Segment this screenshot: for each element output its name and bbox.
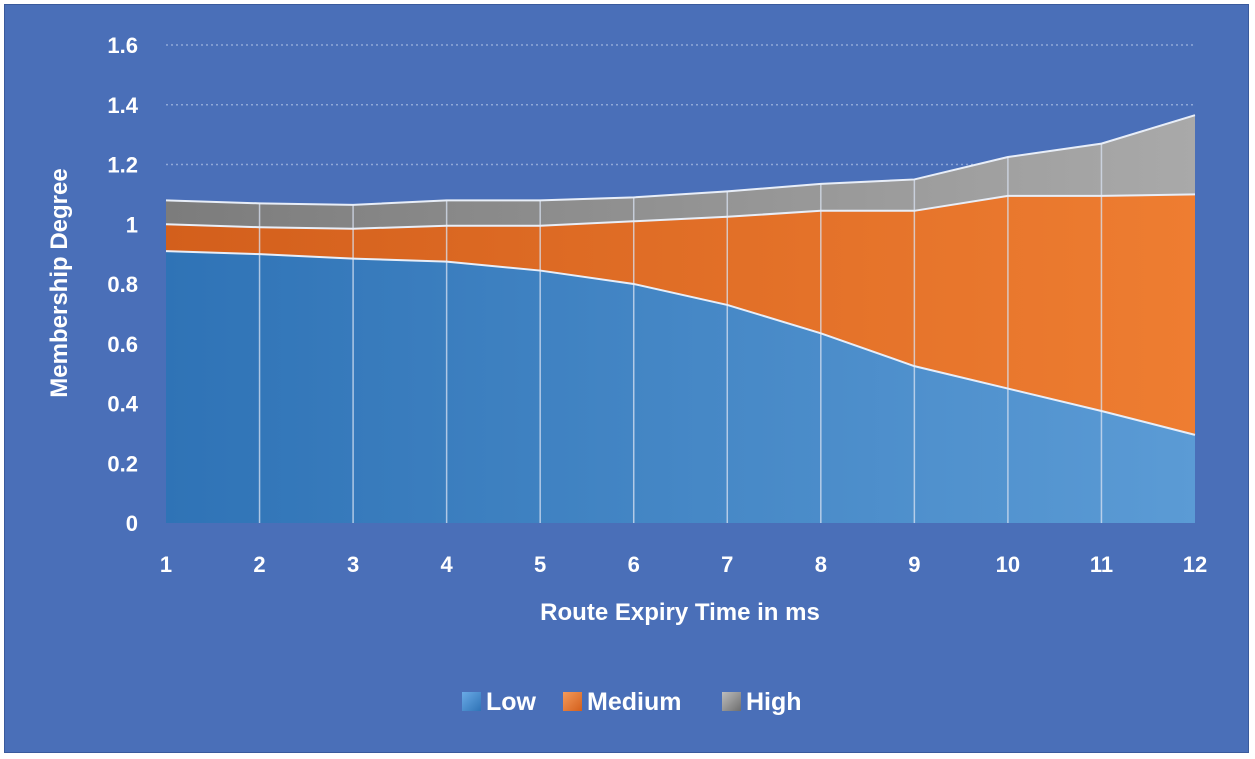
x-axis-tick-labels: 1 2 3 4 5 6 7 8 9 10 11 12 — [160, 552, 1207, 577]
y-tick-label: 1 — [126, 212, 138, 237]
legend-label-medium: Medium — [587, 688, 681, 716]
area-high — [166, 115, 1195, 229]
legend-label-high: High — [746, 688, 802, 716]
y-tick-label: 0.8 — [107, 272, 138, 297]
y-tick-label: 1.2 — [107, 153, 138, 178]
x-tick-label: 9 — [908, 552, 920, 577]
y-tick-label: 0.2 — [107, 451, 138, 476]
outline-low — [165, 250, 1196, 436]
outline-high — [165, 114, 1196, 206]
x-tick-label: 3 — [347, 552, 359, 577]
x-tick-label: 4 — [441, 552, 454, 577]
x-tick-label: 1 — [160, 552, 172, 577]
y-tick-label: 1.6 — [107, 33, 138, 58]
x-tick-label: 12 — [1183, 552, 1207, 577]
legend-item-high: High — [722, 688, 802, 716]
x-tick-label: 7 — [721, 552, 733, 577]
legend-item-medium: Medium — [563, 688, 681, 716]
x-tick-label: 5 — [534, 552, 546, 577]
x-tick-label: 2 — [253, 552, 265, 577]
x-tick-label: 10 — [996, 552, 1020, 577]
outline-medium — [165, 193, 1196, 230]
legend: Low Medium High — [462, 688, 802, 716]
x-axis-title: Route Expiry Time in ms — [540, 599, 820, 626]
legend-swatch-high — [722, 692, 741, 711]
x-tick-label: 11 — [1090, 552, 1113, 577]
y-tick-label: 0.4 — [107, 392, 138, 417]
y-tick-label: 0 — [126, 511, 138, 536]
legend-swatch-low — [462, 692, 481, 711]
y-axis-title: Membership Degree — [46, 168, 73, 397]
x-tick-label: 6 — [628, 552, 640, 577]
y-tick-label: 1.4 — [107, 93, 138, 118]
series-outlines — [165, 114, 1196, 436]
y-tick-label: 0.6 — [107, 332, 138, 357]
legend-swatch-medium — [563, 692, 582, 711]
x-tick-label: 8 — [815, 552, 827, 577]
series-areas — [166, 115, 1195, 523]
legend-item-low: Low — [462, 688, 537, 716]
y-axis-tick-labels: 0 0.2 0.4 0.6 0.8 1 1.2 1.4 1.6 — [107, 33, 138, 536]
area-low — [166, 251, 1195, 523]
legend-label-low: Low — [486, 688, 537, 716]
area-medium — [166, 194, 1195, 435]
